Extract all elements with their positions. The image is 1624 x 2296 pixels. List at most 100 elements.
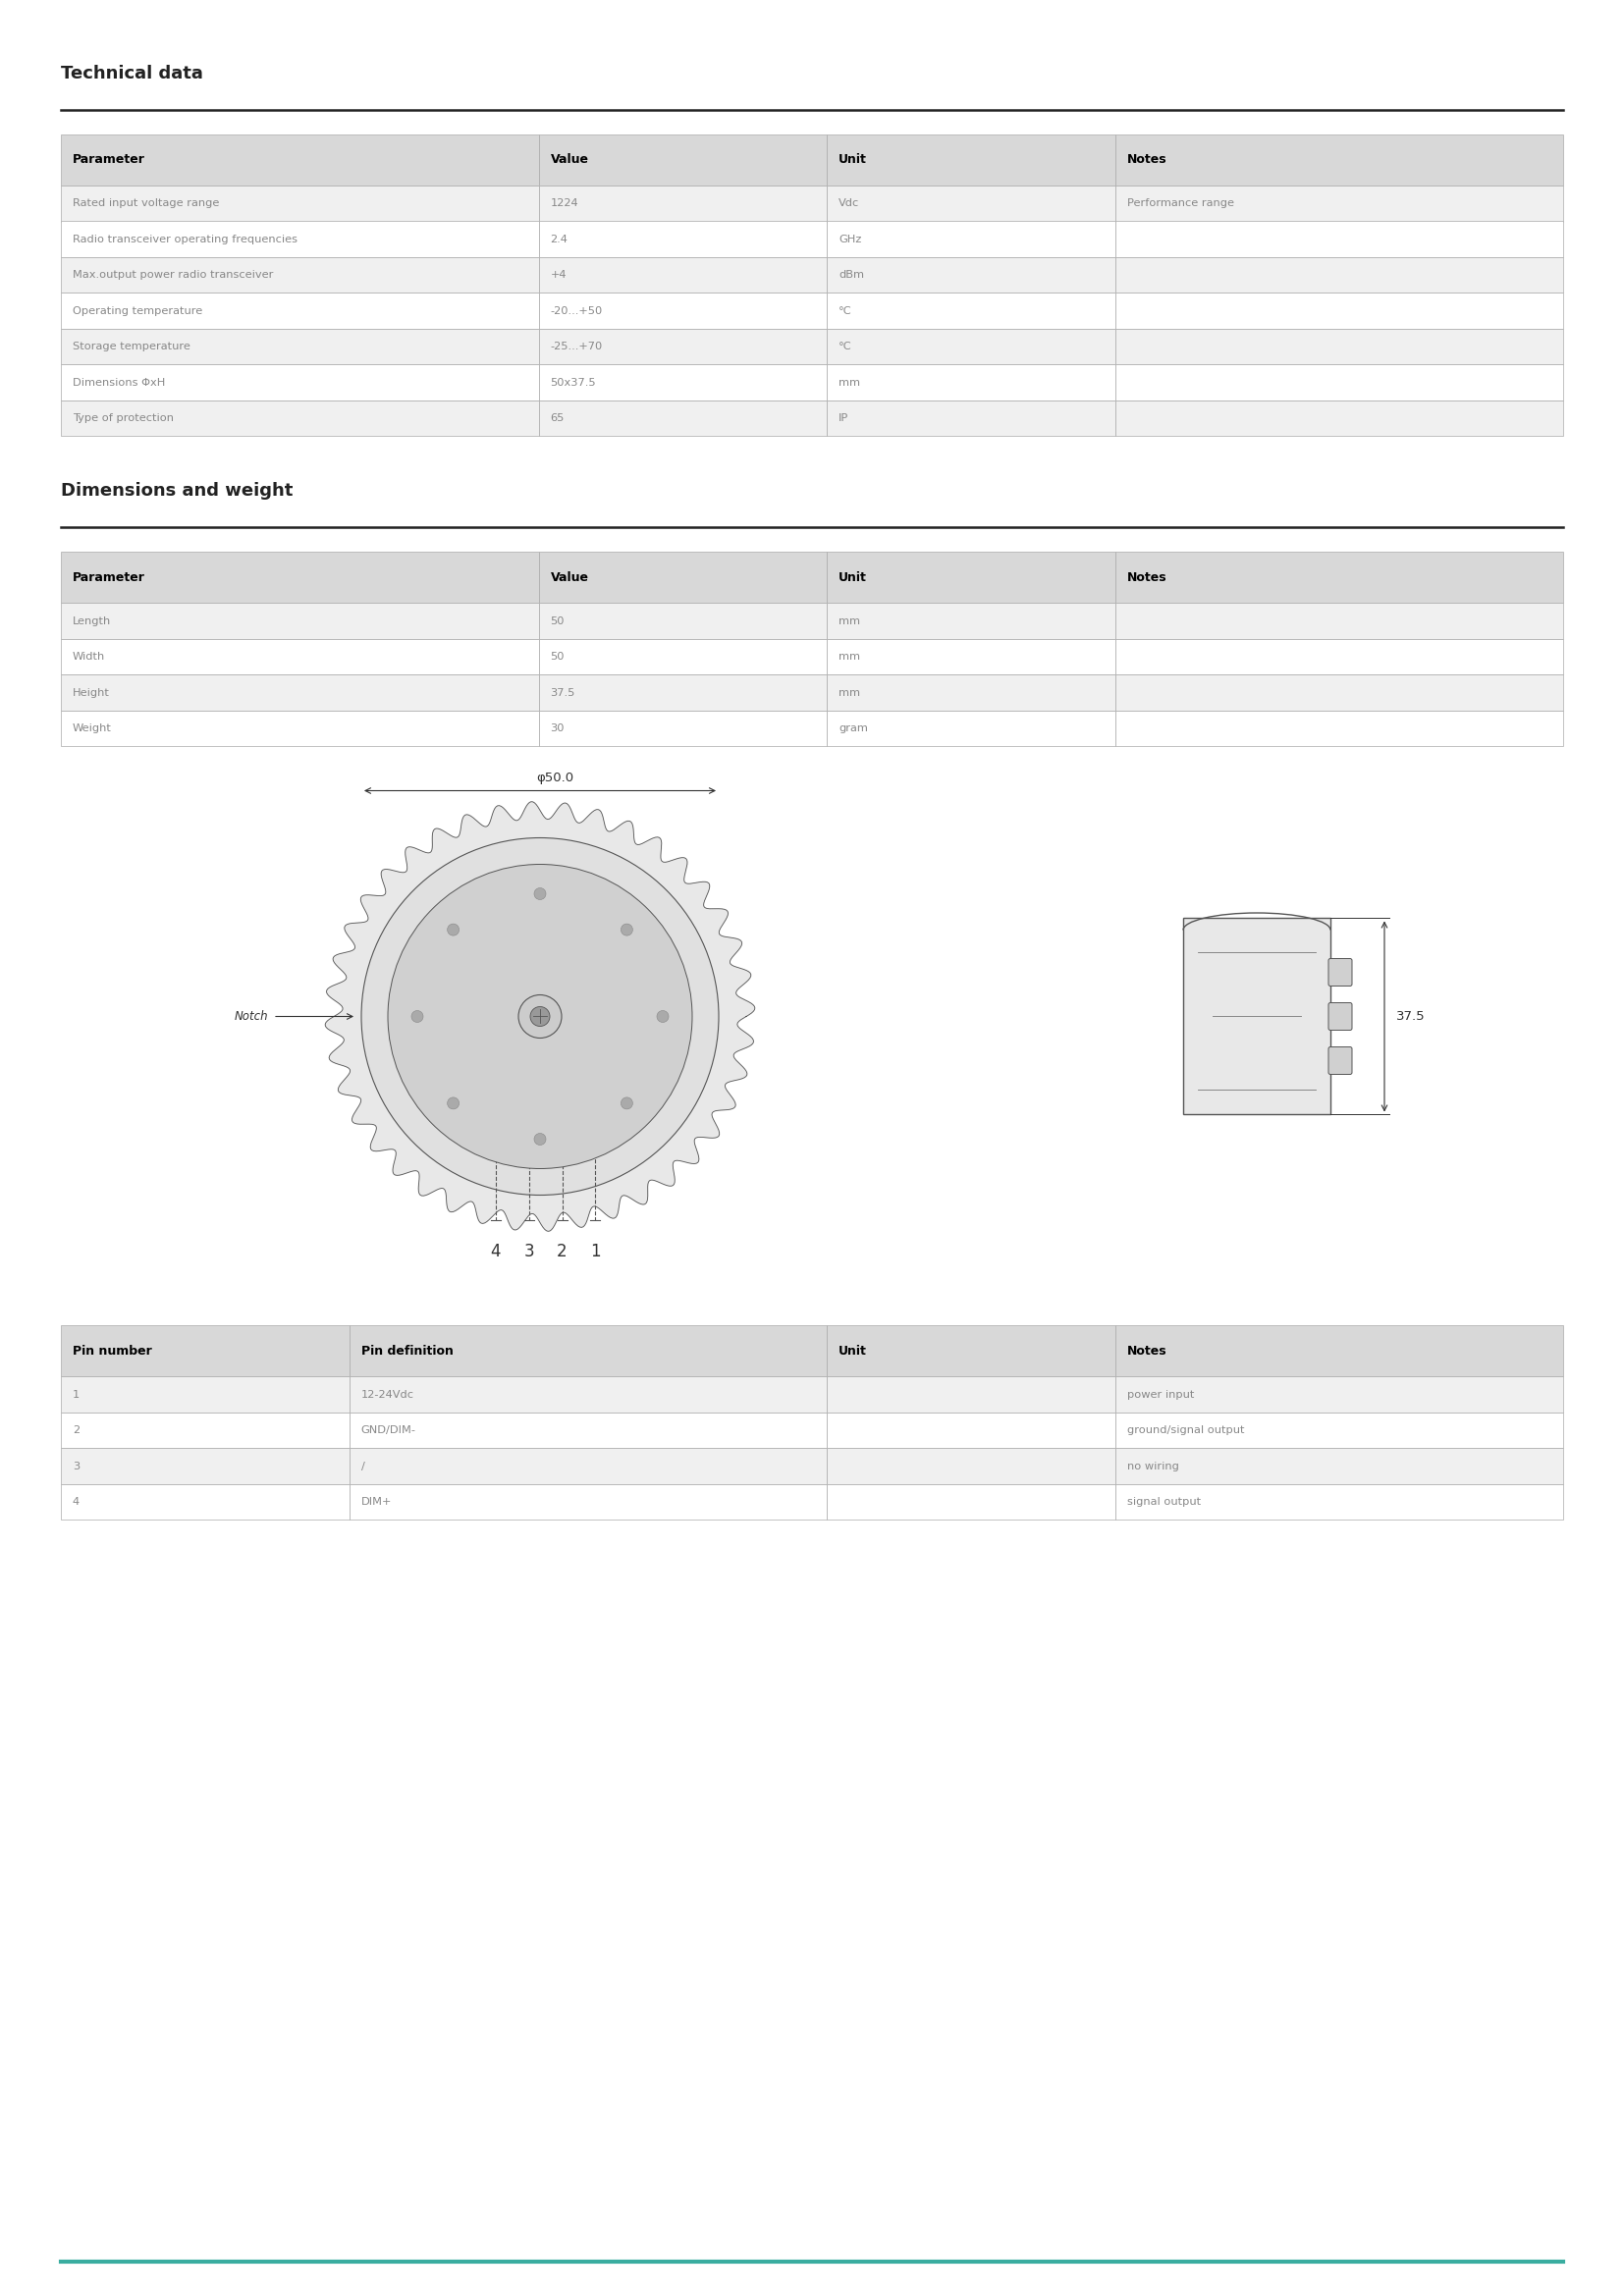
Bar <box>60 604 539 638</box>
Text: Unit: Unit <box>840 572 867 583</box>
Bar <box>349 1412 827 1449</box>
Bar <box>60 328 539 365</box>
Text: Dimensions and weight: Dimensions and weight <box>60 482 292 501</box>
Text: gram: gram <box>840 723 869 732</box>
Text: 37.5: 37.5 <box>551 689 575 698</box>
Circle shape <box>361 838 719 1196</box>
Text: Notch: Notch <box>234 1010 268 1022</box>
Text: DIM+: DIM+ <box>361 1497 391 1506</box>
Bar <box>539 294 827 328</box>
Text: Height: Height <box>73 689 110 698</box>
Bar <box>539 675 827 712</box>
Text: /: / <box>361 1460 365 1472</box>
Text: 1224: 1224 <box>551 197 578 209</box>
Bar <box>60 712 539 746</box>
Bar <box>827 675 1116 712</box>
Bar <box>60 400 539 436</box>
Bar <box>539 186 827 220</box>
Text: 50: 50 <box>551 615 565 627</box>
Circle shape <box>534 1134 546 1146</box>
Text: signal output: signal output <box>1127 1497 1202 1506</box>
Text: -20...+50: -20...+50 <box>551 305 603 317</box>
Bar <box>60 186 539 220</box>
Text: no wiring: no wiring <box>1127 1460 1179 1472</box>
Text: 4: 4 <box>73 1497 80 1506</box>
Bar <box>827 400 1116 436</box>
Text: 2.4: 2.4 <box>551 234 568 243</box>
Text: mm: mm <box>840 652 861 661</box>
Text: Vdc: Vdc <box>840 197 859 209</box>
Bar <box>827 638 1116 675</box>
Bar <box>60 1325 349 1378</box>
Bar <box>827 551 1116 604</box>
Bar <box>827 365 1116 400</box>
Circle shape <box>518 994 562 1038</box>
Polygon shape <box>325 801 755 1231</box>
Text: Operating temperature: Operating temperature <box>73 305 203 317</box>
Bar <box>1116 1325 1564 1378</box>
Text: +4: +4 <box>551 271 567 280</box>
Text: Length: Length <box>73 615 110 627</box>
Bar <box>1116 604 1564 638</box>
Text: 3: 3 <box>525 1242 534 1261</box>
Bar <box>539 604 827 638</box>
Text: 65: 65 <box>551 413 565 422</box>
Text: Max.output power radio transceiver: Max.output power radio transceiver <box>73 271 273 280</box>
Bar <box>827 712 1116 746</box>
Bar <box>1116 220 1564 257</box>
Text: Weight: Weight <box>73 723 112 732</box>
Bar <box>60 1412 349 1449</box>
Text: 2: 2 <box>557 1242 567 1261</box>
Bar <box>827 1325 1116 1378</box>
Text: 30: 30 <box>551 723 565 732</box>
Text: 4: 4 <box>490 1242 500 1261</box>
Text: Rated input voltage range: Rated input voltage range <box>73 197 219 209</box>
Circle shape <box>388 863 692 1169</box>
Text: mm: mm <box>840 377 861 388</box>
Circle shape <box>447 923 460 934</box>
Bar <box>60 135 539 186</box>
Bar <box>1116 1378 1564 1412</box>
FancyBboxPatch shape <box>1328 1047 1353 1075</box>
FancyBboxPatch shape <box>1328 1003 1353 1031</box>
Bar <box>1116 257 1564 294</box>
Text: mm: mm <box>840 689 861 698</box>
Bar <box>60 1378 349 1412</box>
Circle shape <box>447 1097 460 1109</box>
Bar <box>60 365 539 400</box>
Bar <box>827 257 1116 294</box>
Text: 50x37.5: 50x37.5 <box>551 377 596 388</box>
Text: Type of protection: Type of protection <box>73 413 174 422</box>
Text: Unit: Unit <box>840 1345 867 1357</box>
Circle shape <box>534 889 546 900</box>
Text: Radio transceiver operating frequencies: Radio transceiver operating frequencies <box>73 234 297 243</box>
Bar <box>539 365 827 400</box>
Bar <box>827 328 1116 365</box>
Text: Technical data: Technical data <box>60 64 203 83</box>
Bar <box>60 220 539 257</box>
Bar <box>539 220 827 257</box>
Bar <box>60 257 539 294</box>
Circle shape <box>656 1010 669 1022</box>
Text: -25...+70: -25...+70 <box>551 342 603 351</box>
Bar <box>827 1412 1116 1449</box>
Bar <box>1116 1449 1564 1483</box>
Bar <box>539 551 827 604</box>
Bar <box>1116 365 1564 400</box>
Bar <box>60 675 539 712</box>
Circle shape <box>620 1097 633 1109</box>
Bar <box>60 1449 349 1483</box>
Bar <box>1116 675 1564 712</box>
Text: Dimensions ΦxH: Dimensions ΦxH <box>73 377 166 388</box>
Bar <box>349 1378 827 1412</box>
Bar <box>1116 1412 1564 1449</box>
Text: Storage temperature: Storage temperature <box>73 342 190 351</box>
Bar <box>60 551 539 604</box>
Text: Parameter: Parameter <box>73 154 145 165</box>
Bar <box>827 1483 1116 1520</box>
Text: Notes: Notes <box>1127 154 1168 165</box>
Text: 50: 50 <box>551 652 565 661</box>
Bar <box>539 712 827 746</box>
Text: 1: 1 <box>73 1389 80 1401</box>
Bar <box>349 1483 827 1520</box>
